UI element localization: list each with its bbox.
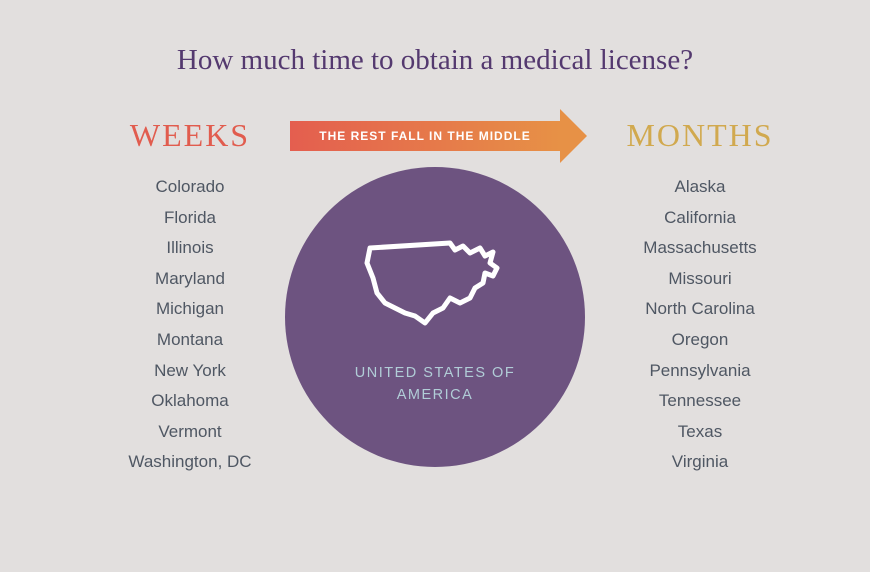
arrow-body: THE REST FALL IN THE MIDDLE <box>290 121 560 151</box>
arrow-band: THE REST FALL IN THE MIDDLE <box>290 121 590 151</box>
list-item: Michigan <box>95 294 285 325</box>
list-item: Colorado <box>95 172 285 203</box>
list-item: Oklahoma <box>95 386 285 417</box>
list-item: Texas <box>600 417 800 448</box>
usa-circle: UNITED STATES OF AMERICA <box>285 167 585 467</box>
list-item: Massachusetts <box>600 233 800 264</box>
usa-label: UNITED STATES OF AMERICA <box>355 363 515 407</box>
list-item: Maryland <box>95 264 285 295</box>
list-item: Missouri <box>600 264 800 295</box>
list-item: California <box>600 203 800 234</box>
list-item: Florida <box>95 203 285 234</box>
list-item: New York <box>95 356 285 387</box>
usa-map-icon <box>355 228 515 338</box>
list-item: Montana <box>95 325 285 356</box>
arrow-head-icon <box>560 109 587 163</box>
weeks-state-list: ColoradoFloridaIllinoisMarylandMichiganM… <box>95 172 285 478</box>
usa-label-line2: AMERICA <box>397 387 474 403</box>
page-title: How much time to obtain a medical licens… <box>0 0 870 77</box>
list-item: Illinois <box>95 233 285 264</box>
list-item: North Carolina <box>600 294 800 325</box>
usa-label-line1: UNITED STATES OF <box>355 365 515 381</box>
list-item: Alaska <box>600 172 800 203</box>
list-item: Tennessee <box>600 386 800 417</box>
list-item: Vermont <box>95 417 285 448</box>
weeks-header: WEEKS <box>95 117 285 154</box>
list-item: Pennsylvania <box>600 356 800 387</box>
arrow-text: THE REST FALL IN THE MIDDLE <box>319 129 530 143</box>
list-item: Washington, DC <box>95 447 285 478</box>
list-item: Oregon <box>600 325 800 356</box>
list-item: Virginia <box>600 447 800 478</box>
months-state-list: AlaskaCaliforniaMassachusettsMissouriNor… <box>600 172 800 478</box>
months-column: MONTHS AlaskaCaliforniaMassachusettsMiss… <box>600 117 800 478</box>
months-header: MONTHS <box>600 117 800 154</box>
weeks-column: WEEKS ColoradoFloridaIllinoisMarylandMic… <box>95 117 285 478</box>
